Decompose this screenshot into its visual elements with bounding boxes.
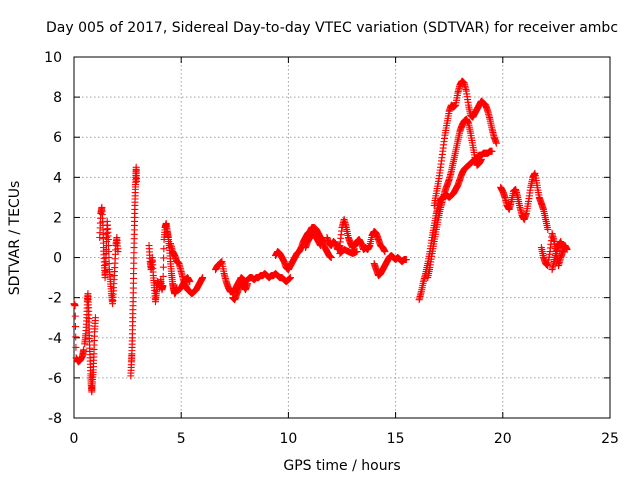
grid-lines [74,57,610,418]
data-point [114,248,122,256]
data-point [105,242,113,250]
data-point [71,312,79,320]
data-point [72,323,80,331]
data-point [544,225,552,233]
x-axis-label: GPS time / hours [283,458,400,474]
chart-title: Day 005 of 2017, Sidereal Day-to-day VTE… [46,20,618,36]
y-tick-label: -2 [48,291,62,307]
y-tick-label: -8 [48,411,62,427]
data-point [327,254,335,262]
data-point [353,248,361,256]
y-tick-label: -4 [48,331,62,347]
x-tick-labels: 0 5 10 15 20 25 [70,431,619,447]
y-tick-label: 6 [53,130,62,146]
y-tick-label: 4 [53,170,62,186]
y-tick-label: 8 [53,90,62,106]
data-point [80,346,88,354]
data-point [563,246,571,254]
y-axis-label: SDTVAR / TECUs [7,181,23,296]
x-tick-label: 10 [279,431,297,447]
data-point [105,248,113,256]
data-point [402,256,410,264]
data-point [160,245,168,253]
data-point [287,274,295,282]
x-tick-label: 0 [70,431,79,447]
axis-ticks [73,56,611,419]
y-tick-label: 0 [53,251,62,267]
data-point [160,254,168,262]
data-point [492,139,500,147]
data-point [105,254,113,262]
data-point [71,302,79,310]
data-point [104,236,112,244]
data-point [477,155,485,163]
x-tick-label: 20 [494,431,512,447]
x-tick-label: 25 [601,431,619,447]
data-point [159,263,167,271]
y-tick-label: 10 [44,50,62,66]
data-point [72,333,80,341]
data-point [72,343,80,351]
data-point [91,314,99,322]
x-tick-label: 5 [177,431,186,447]
plot-frame [73,56,611,419]
data-points [70,77,571,396]
data-point [159,282,167,290]
data-point [186,278,194,286]
data-point [559,244,567,252]
y-tick-label: 2 [53,210,62,226]
x-tick-label: 15 [387,431,405,447]
data-point [199,274,207,282]
data-point [244,280,252,288]
data-point [159,272,167,280]
data-point [488,147,496,155]
data-point [317,242,325,250]
data-point [381,248,389,256]
data-point [133,177,141,185]
y-tick-labels: -8 -6 -4 -2 0 2 4 6 8 10 [44,50,62,427]
y-tick-label: -6 [48,371,62,387]
